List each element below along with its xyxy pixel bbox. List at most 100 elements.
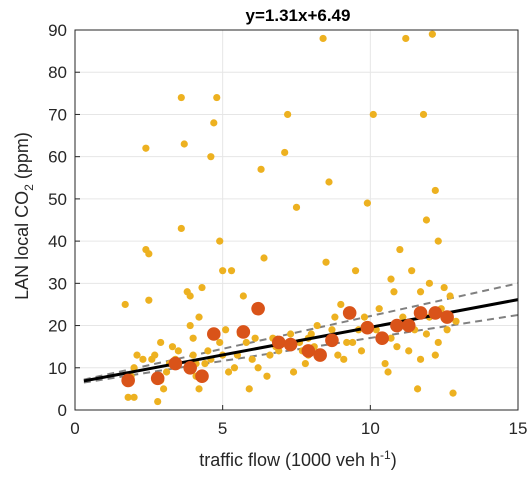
data-point <box>213 93 221 102</box>
data-point <box>292 203 301 211</box>
data-point <box>419 110 428 119</box>
data-point <box>251 334 259 342</box>
fit-line <box>83 298 519 383</box>
data-point <box>446 292 454 300</box>
data-point <box>248 355 256 363</box>
binned-mean-point <box>390 318 404 333</box>
data-point <box>130 393 138 401</box>
data-point <box>168 343 177 351</box>
chart-title: y=1.31x+6.49 <box>246 6 351 25</box>
data-point <box>431 351 439 359</box>
data-point <box>124 393 132 401</box>
data-point <box>289 368 298 376</box>
data-point <box>396 245 404 254</box>
data-point <box>151 351 159 359</box>
data-point <box>139 355 147 363</box>
data-point <box>263 372 271 380</box>
data-point <box>195 385 203 393</box>
x-tick-label: 10 <box>361 419 380 438</box>
binned-mean-point <box>342 306 357 320</box>
y-tick-label: 80 <box>48 63 67 82</box>
confidence-bound-line <box>83 282 519 381</box>
binned-mean-point <box>360 320 375 335</box>
data-point <box>145 250 153 258</box>
y-axis-label: LAN local CO2 (ppm) <box>12 132 36 300</box>
data-point <box>239 292 247 300</box>
binned-mean-point <box>401 318 416 333</box>
y-tick-label: 30 <box>48 274 67 293</box>
data-point <box>360 313 369 321</box>
binned-mean-point <box>195 369 209 384</box>
binned-mean-point <box>251 301 265 316</box>
data-point <box>174 347 182 355</box>
data-point <box>422 330 431 338</box>
regression-line <box>83 298 519 383</box>
binned-mean-point <box>413 306 428 320</box>
data-point <box>177 224 185 233</box>
data-point <box>393 343 401 351</box>
data-point <box>340 355 348 363</box>
data-point <box>284 110 292 119</box>
data-point <box>210 119 218 127</box>
data-point <box>286 330 295 338</box>
data-point <box>384 368 392 376</box>
plot-frame <box>74 29 519 411</box>
x-tick-label: 5 <box>218 419 227 438</box>
y-tick-label: 90 <box>48 21 67 40</box>
binned-mean-point <box>236 325 251 339</box>
x-tick-label: 15 <box>509 419 528 438</box>
data-point <box>443 326 451 334</box>
data-point <box>154 397 162 406</box>
grid-lines <box>74 29 519 411</box>
data-point <box>201 359 209 368</box>
data-point <box>180 140 188 148</box>
data-point <box>363 199 371 207</box>
data-point <box>207 153 215 161</box>
data-point <box>142 144 150 152</box>
y-tick-label: 10 <box>48 359 67 378</box>
y-tick-label: 20 <box>48 317 67 336</box>
data-point <box>416 288 425 296</box>
data-point <box>416 355 425 363</box>
data-point <box>177 93 185 102</box>
data-point <box>369 110 377 119</box>
data-point <box>322 258 330 266</box>
data-point <box>337 300 345 309</box>
data-point <box>198 283 206 292</box>
data-point <box>301 359 309 368</box>
binned-mean-point <box>183 360 197 375</box>
data-point <box>204 347 212 355</box>
data-point <box>219 267 227 275</box>
binned-mean-point <box>325 333 339 348</box>
data-point <box>195 313 203 321</box>
data-point <box>145 296 153 304</box>
data-point <box>357 347 366 355</box>
data-point <box>222 326 230 334</box>
data-point <box>257 165 265 173</box>
data-point <box>413 385 422 393</box>
data-point <box>254 364 262 372</box>
data-point <box>428 30 436 38</box>
data-point <box>224 368 233 376</box>
data-point <box>349 338 357 347</box>
data-point <box>381 359 389 368</box>
y-tick-label: 60 <box>48 148 67 167</box>
data-point <box>434 338 442 347</box>
binned-points <box>121 301 454 388</box>
data-point <box>160 385 168 393</box>
data-point <box>216 338 224 347</box>
data-point <box>260 254 268 262</box>
data-point <box>387 275 395 283</box>
binned-mean-point <box>150 371 165 386</box>
data-point <box>434 237 442 245</box>
data-point <box>343 338 351 347</box>
data-point <box>230 364 239 372</box>
data-point <box>130 364 138 372</box>
data-point <box>328 326 336 334</box>
data-point <box>452 317 460 325</box>
data-point <box>227 267 236 275</box>
data-point <box>186 321 194 330</box>
data-point <box>281 148 289 157</box>
binned-mean-point <box>121 373 135 388</box>
